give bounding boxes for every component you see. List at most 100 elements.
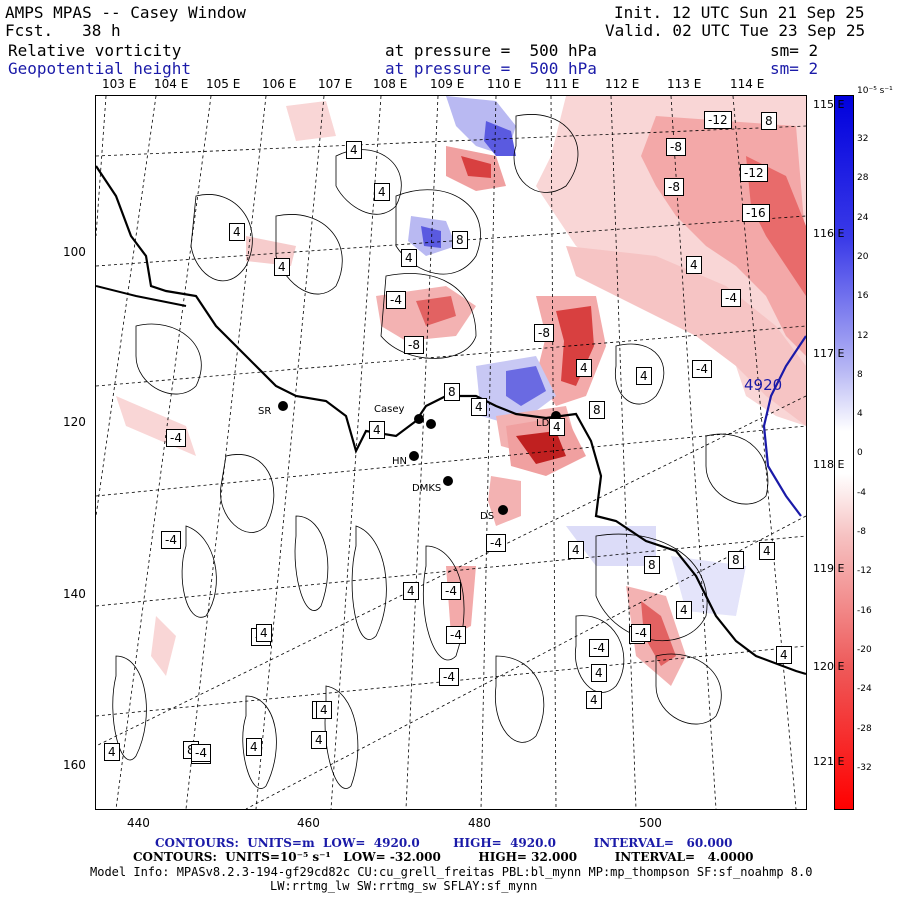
contour-label-box: 4	[316, 701, 332, 719]
contour-label-box: 4	[636, 367, 652, 385]
field1-name: Relative vorticity	[8, 41, 182, 60]
contour-label-box: -4	[166, 429, 186, 447]
contour-label-box: 4	[403, 582, 419, 600]
footer-physics-info: LW:rrtmg_lw SW:rrtmg_sw SFLAY:sf_mynn	[270, 879, 538, 893]
blue-north-core	[484, 121, 516, 156]
colorbar	[834, 95, 854, 810]
red-southeast-core	[641, 601, 676, 666]
coastline	[96, 165, 806, 676]
contour-label-box: -4	[161, 531, 181, 549]
x-tick-500: 500	[639, 816, 662, 830]
vorticity-map	[96, 96, 806, 809]
contour-label-box: -4	[721, 289, 741, 307]
station-casey-dot	[414, 414, 424, 424]
station-sr-dot	[278, 401, 288, 411]
blue-south	[566, 526, 656, 566]
contour-label-box: 4	[576, 359, 592, 377]
y-tick-120: 120	[63, 415, 86, 429]
colorbar-tick-label: -28	[857, 723, 872, 734]
red-south-1	[488, 476, 521, 526]
lon-label-103: 103 E	[102, 77, 137, 91]
contour-label-box: -8	[664, 178, 684, 196]
contour-label-box: 4	[311, 731, 327, 749]
contour-label-box: 4	[586, 691, 602, 709]
contour-label-box: -4	[386, 291, 406, 309]
contour-label-box: -4	[446, 626, 466, 644]
field1-smoothing: sm= 2	[770, 41, 819, 60]
contour-label-box: 4	[676, 601, 692, 619]
blue-center-core	[506, 366, 546, 406]
contour-label-box: -16	[742, 204, 770, 222]
colorbar-tick-label: -20	[857, 644, 872, 655]
colorbar-tick-label: -4	[857, 487, 866, 498]
height-contour-label: 4920	[744, 376, 783, 394]
lon-label-111: 111 E	[545, 77, 580, 91]
lon-right-121: 121 E	[813, 755, 845, 768]
station-ds-dot	[498, 505, 508, 515]
height-contour-4920	[762, 335, 806, 517]
y-tick-100: 100	[63, 245, 86, 259]
station-dmks-dot	[443, 476, 453, 486]
colorbar-tick-label: 32	[857, 134, 869, 144]
contour-label-box: 8	[444, 383, 460, 401]
lon-label-110: 110 E	[487, 77, 522, 91]
contour-label-box: 4	[229, 223, 245, 241]
red-west-streak	[116, 396, 196, 456]
colorbar-tick-label: 20	[857, 251, 869, 262]
stations	[278, 401, 561, 515]
contour-label-box: 8	[644, 556, 660, 574]
field1-level: at pressure = 500 hPa	[385, 41, 597, 60]
field2-smoothing: sm= 2	[770, 59, 819, 78]
forecast-hour: Fcst. 38 h	[5, 21, 121, 40]
colorbar-tick-label: -8	[857, 527, 866, 537]
lon-right-119: 119 E	[813, 562, 845, 575]
lon-label-114: 114 E	[730, 77, 765, 91]
red-north-core	[461, 156, 491, 178]
contour-label-box: 4	[256, 624, 272, 642]
contour-label-box: 4	[374, 183, 390, 201]
contour-label-box: 4	[686, 256, 702, 274]
contour-label-box: 4	[104, 743, 120, 761]
colorbar-unit: 10⁻⁵ s⁻¹	[857, 86, 893, 96]
contour-label-box: -4	[589, 639, 609, 657]
red-far-north	[286, 101, 336, 141]
contour-label-box: 4	[401, 249, 417, 267]
colorbar-tick-label: -12	[857, 566, 872, 577]
contour-label-box: -4	[692, 360, 712, 378]
contour-label-box: -8	[404, 336, 424, 354]
x-tick-460: 460	[297, 816, 320, 830]
colorbar-tick-label: 8	[857, 369, 863, 380]
colorbar-tick-label: 16	[857, 291, 869, 302]
contour-label-box: -4	[441, 582, 461, 600]
x-tick-440: 440	[127, 816, 150, 830]
station-hn-dot	[409, 451, 419, 461]
station-label-ds: DS	[480, 511, 495, 522]
contour-label-box: 4	[346, 141, 362, 159]
contour-label-box: -8	[666, 138, 686, 156]
lon-label-107: 107 E	[318, 77, 353, 91]
lon-label-113: 113 E	[667, 77, 702, 91]
contour-label-box: 4	[369, 421, 385, 439]
field2-name: Geopotential height	[8, 59, 192, 78]
coastline-west	[96, 285, 187, 307]
field2-level: at pressure = 500 hPa	[385, 59, 597, 78]
y-tick-160: 160	[63, 758, 86, 772]
colorbar-gradient	[835, 96, 853, 809]
map-panel: SR Casey HN DMKS DS LD 4920 -12 8 -8 -12 -16…	[95, 95, 807, 810]
colorbar-tick-label: -16	[857, 605, 872, 616]
lon-right-116: 116 E	[813, 227, 845, 240]
contour-label-box: -8	[534, 324, 554, 342]
colorbar-tick-label: -32	[857, 762, 872, 773]
footer-height-contours: CONTOURS: UNITS=m LOW= 4920.0 HIGH= 4920…	[155, 836, 733, 850]
footer-model-info: Model Info: MPASv8.2.3-194-gf29cd82c CU:…	[90, 865, 813, 879]
vorticity-shading	[116, 96, 806, 686]
colorbar-tick-label: 12	[857, 330, 869, 341]
lon-label-112: 112 E	[605, 77, 640, 91]
contour-label-box: -12	[704, 111, 732, 129]
lon-label-108: 108 E	[373, 77, 408, 91]
lon-right-117: 117 E	[813, 347, 845, 360]
station-label-sr: SR	[258, 406, 272, 417]
contour-label-box: 4	[776, 646, 792, 664]
contour-label-box: -4	[439, 668, 459, 686]
valid-time: Valid. 02 UTC Tue 23 Sep 25	[605, 21, 866, 40]
